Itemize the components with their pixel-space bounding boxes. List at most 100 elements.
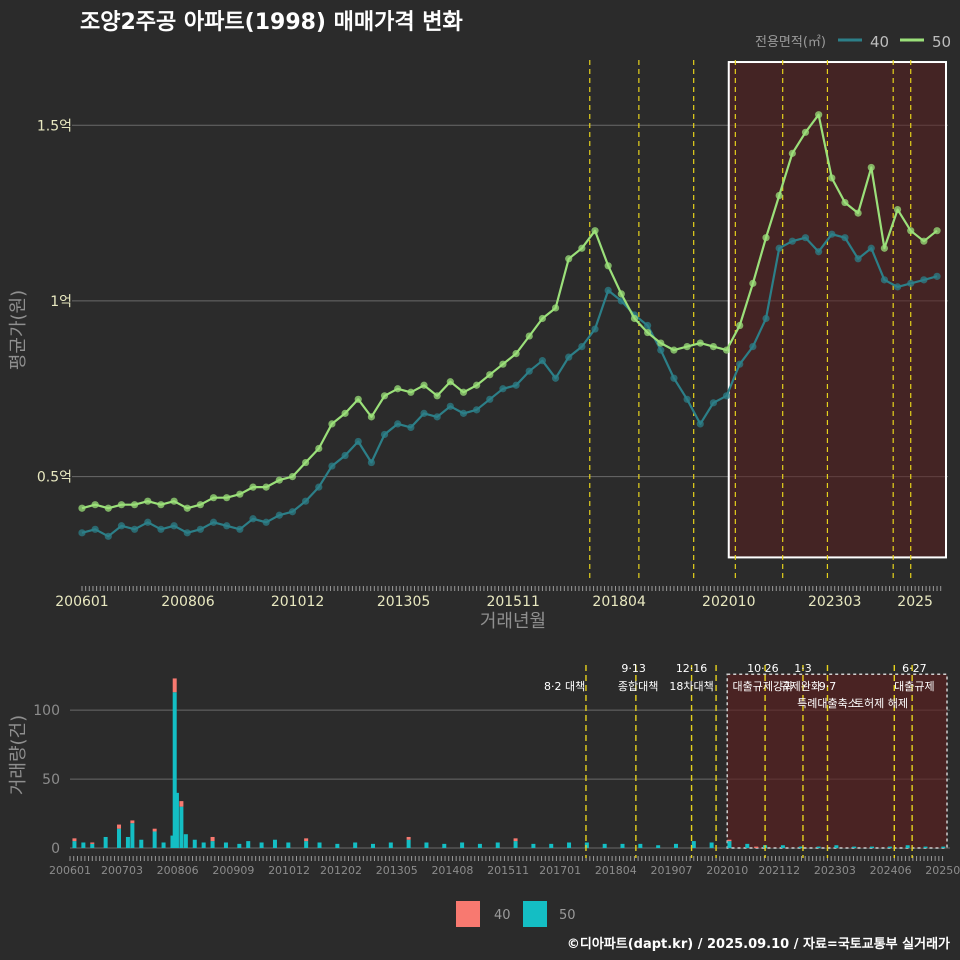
price-point-50 [828, 174, 836, 182]
legend-title: 전용면적(㎡) [755, 35, 826, 50]
price-point-40 [275, 511, 283, 519]
price-point-40 [867, 244, 875, 252]
price-point-40 [788, 237, 796, 245]
volume-bar-40 [513, 838, 518, 842]
price-point-40 [644, 321, 652, 330]
volume-x-tick-label: 201511 [487, 864, 529, 877]
volume-bar-40 [90, 842, 95, 844]
price-point-50 [907, 227, 915, 235]
volume-bar-50 [567, 842, 572, 848]
price-point-50 [762, 234, 770, 242]
price-point-40 [722, 392, 731, 400]
volume-bar-50 [335, 843, 340, 848]
volume-bar-50 [201, 842, 206, 848]
price-y-tick-label: 1.5억 [37, 118, 72, 134]
price-point-50 [104, 504, 112, 512]
price-point-40 [209, 518, 218, 526]
volume-bar-50 [286, 842, 291, 848]
price-point-50 [236, 490, 244, 498]
volume-bar-50 [424, 842, 429, 848]
price-point-50 [565, 255, 573, 263]
legend-bottom: 40 50 [456, 901, 576, 927]
volume-bar-50 [656, 845, 661, 848]
price-point-40 [446, 402, 454, 410]
policy-annotation: 8·2 대책 [544, 680, 585, 693]
price-point-40 [815, 248, 823, 256]
volume-bar-50 [852, 846, 857, 848]
price-point-40 [104, 532, 112, 540]
volume-bar-50 [172, 692, 177, 848]
price-point-40 [420, 409, 428, 417]
price-y-axis-title: 평균가(원) [8, 290, 29, 370]
volume-bar-40 [210, 836, 215, 842]
price-point-40 [762, 314, 770, 323]
volume-bar-50 [81, 842, 86, 848]
price-point-40 [775, 244, 783, 252]
volume-bar-40 [130, 820, 135, 824]
price-point-50 [144, 497, 152, 505]
price-point-40 [551, 374, 560, 382]
volume-x-tick-label: 200601 [49, 864, 91, 877]
price-point-40 [144, 518, 152, 526]
price-point-50 [157, 501, 165, 509]
price-point-50 [736, 321, 744, 330]
price-point-50 [788, 149, 796, 157]
price-point-50 [880, 244, 889, 252]
volume-bar-50 [816, 846, 821, 848]
policy-annotation: 9·7 [819, 680, 837, 693]
price-point-40 [696, 420, 704, 428]
price-x-tick-label: 201804 [592, 594, 646, 610]
legend-bar-label-50: 50 [559, 908, 576, 923]
price-x-tick-label: 201012 [271, 594, 324, 610]
price-point-50 [446, 378, 454, 386]
price-point-50 [407, 388, 415, 396]
volume-bar-50 [691, 841, 696, 848]
price-point-50 [223, 494, 231, 502]
price-x-tick-label: 202010 [702, 594, 755, 610]
volume-bar-40 [304, 838, 309, 842]
price-point-50 [249, 483, 257, 491]
price-point-50 [288, 473, 297, 481]
volume-bar-50 [370, 843, 375, 848]
price-point-50 [91, 501, 99, 509]
price-point-40 [801, 234, 810, 242]
volume-bar-50 [745, 843, 750, 848]
volume-x-tick-label: 202509 [925, 864, 960, 877]
price-point-50 [302, 458, 310, 467]
volume-bar-50 [237, 843, 242, 848]
volume-bar-50 [317, 842, 322, 848]
volume-bar-40 [727, 839, 732, 842]
volume-bar-50 [170, 835, 175, 848]
volume-bar-50 [477, 843, 482, 848]
volume-bar-50 [179, 806, 184, 848]
price-point-50 [183, 504, 191, 512]
volume-x-tick-label: 202406 [870, 864, 912, 877]
volume-bar-50 [406, 839, 411, 848]
price-point-40 [499, 385, 507, 393]
volume-bar-50 [442, 843, 447, 848]
volume-bar-40 [152, 828, 157, 832]
price-point-50 [275, 476, 283, 484]
price-point-50 [867, 163, 875, 172]
legend-bar-label-40: 40 [494, 908, 511, 923]
volume-bar-50 [513, 841, 518, 848]
volume-x-tick-label: 201305 [376, 864, 418, 877]
price-point-50 [815, 111, 823, 119]
volume-x-tick-label: 201202 [320, 864, 362, 877]
price-point-40 [512, 381, 520, 389]
price-point-40 [736, 360, 744, 368]
price-point-40 [907, 279, 915, 287]
volume-bar-50 [90, 843, 95, 848]
price-point-40 [459, 409, 468, 417]
volume-bar-50 [192, 839, 197, 848]
volume-y-tick-label: 100 [33, 703, 60, 719]
policy-annotation: 대출규제 [894, 680, 934, 693]
volume-bar-50 [584, 842, 589, 848]
price-point-50 [525, 332, 533, 340]
policy-annotation: 1·3 [794, 662, 812, 675]
volume-bar-50 [103, 836, 108, 848]
price-point-40 [670, 374, 678, 382]
price-point-40 [236, 525, 244, 533]
price-point-50 [657, 339, 665, 347]
price-point-50 [486, 371, 494, 379]
